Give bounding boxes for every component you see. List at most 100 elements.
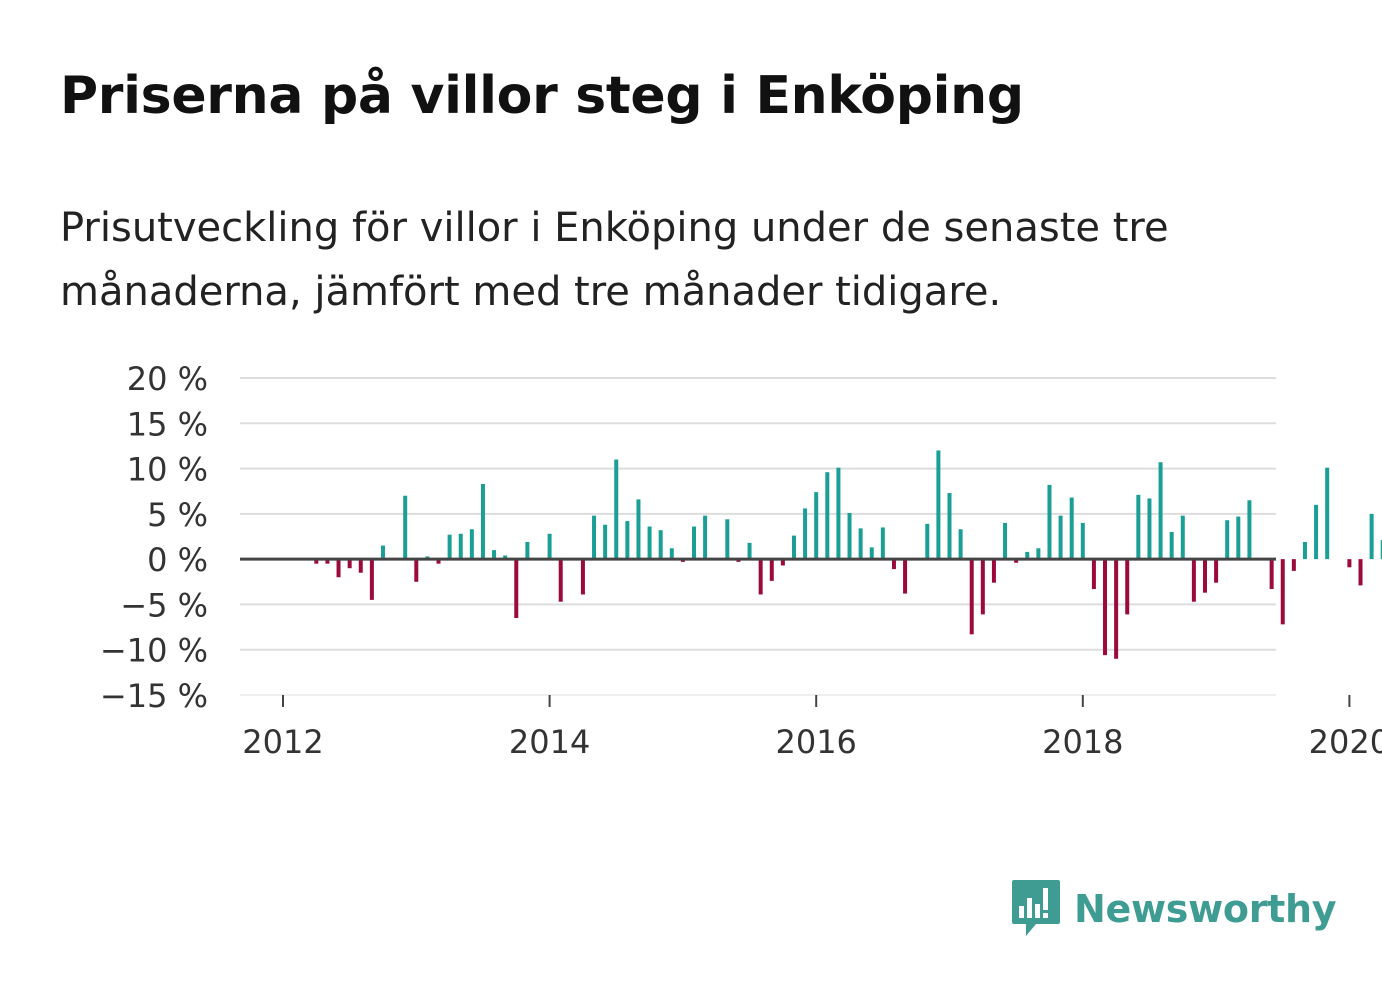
bar	[803, 508, 808, 560]
bar	[469, 529, 474, 560]
bar	[725, 519, 730, 560]
bar	[1380, 540, 1382, 560]
x-tick-label: 2020	[1309, 723, 1382, 761]
bar	[1291, 559, 1296, 571]
bar	[336, 559, 341, 578]
bar	[503, 555, 508, 560]
bar	[1269, 559, 1274, 590]
x-tick-label: 2016	[775, 723, 856, 761]
bar	[703, 515, 708, 560]
bar	[903, 559, 908, 594]
bar	[447, 534, 452, 560]
bar	[825, 472, 830, 560]
bar	[1014, 559, 1019, 563]
bar	[347, 559, 352, 569]
brand-name: Newsworthy	[1074, 887, 1337, 931]
y-axis-tick-labels: 20 % 15 % 10 % 5 % 0 % −5 % −10 % −15 %	[100, 360, 208, 715]
bar	[436, 559, 441, 564]
bar	[403, 495, 408, 560]
bar	[791, 535, 796, 560]
bar	[1003, 522, 1008, 560]
bar	[325, 559, 330, 564]
bar	[1136, 494, 1141, 560]
bar	[1047, 484, 1052, 560]
bar	[880, 527, 885, 560]
bar	[580, 559, 585, 595]
bar	[1369, 513, 1374, 560]
bar	[969, 559, 974, 635]
bar	[991, 559, 996, 583]
x-axis: 20122014201620182020202220242026	[242, 695, 1382, 761]
bar	[658, 530, 663, 560]
bar	[1247, 500, 1252, 560]
y-tick-label: 15 %	[127, 405, 208, 443]
bar	[1314, 504, 1319, 560]
bar	[1191, 559, 1196, 602]
bar	[1202, 559, 1207, 593]
bar	[958, 529, 963, 560]
bar	[947, 493, 952, 560]
bar	[1114, 559, 1119, 659]
bar	[314, 559, 319, 564]
bar	[1125, 559, 1130, 615]
bar	[1302, 541, 1307, 560]
y-tick-label: 10 %	[127, 451, 208, 489]
y-tick-label: 20 %	[127, 360, 208, 398]
bar	[380, 545, 385, 560]
bar	[369, 559, 374, 600]
bar	[625, 521, 630, 560]
bar	[1280, 559, 1285, 625]
bar	[980, 559, 985, 615]
bar	[891, 559, 896, 570]
bar	[547, 533, 552, 560]
bar	[669, 548, 674, 560]
bar	[769, 559, 774, 581]
bar	[1225, 520, 1230, 560]
bar	[869, 547, 874, 560]
bar	[925, 523, 930, 560]
bar	[1169, 531, 1174, 560]
bar	[1058, 515, 1063, 560]
bar	[1347, 559, 1352, 568]
y-tick-label: 0 %	[147, 541, 208, 579]
y-tick-label: −15 %	[100, 677, 208, 715]
y-tick-label: −5 %	[120, 586, 208, 624]
x-tick-label: 2012	[242, 723, 323, 761]
x-tick-label: 2018	[1042, 723, 1123, 761]
bar	[1180, 515, 1185, 560]
newsworthy-logo-icon	[1012, 880, 1060, 936]
bar	[1147, 498, 1152, 560]
bar	[758, 559, 763, 595]
bar	[836, 467, 841, 560]
bar	[480, 483, 485, 560]
bar	[636, 499, 641, 560]
bar	[1091, 559, 1096, 590]
y-tick-label: −10 %	[100, 632, 208, 670]
brand: Newsworthy	[1010, 878, 1337, 940]
grid-lines	[240, 377, 1276, 696]
bar	[1236, 516, 1241, 560]
bar	[1103, 559, 1108, 656]
bar	[1358, 559, 1363, 586]
bar	[458, 533, 463, 560]
bar	[525, 541, 530, 560]
bar	[1025, 551, 1030, 560]
bar	[814, 492, 819, 560]
bar	[558, 559, 563, 602]
bar	[592, 515, 597, 560]
bar	[514, 559, 519, 619]
bar	[1080, 522, 1085, 560]
bar	[780, 559, 785, 566]
bar	[414, 559, 419, 582]
chart-subtitle: Prisutveckling för villor i Enköping und…	[60, 205, 1169, 315]
bar	[1069, 497, 1074, 560]
bar	[936, 450, 941, 560]
bar	[603, 524, 608, 560]
bar	[358, 559, 363, 573]
y-tick-label: 5 %	[147, 496, 208, 534]
bar	[858, 528, 863, 560]
bar	[1158, 462, 1163, 560]
bar	[1214, 559, 1219, 583]
x-tick-label: 2014	[509, 723, 590, 761]
bar	[747, 542, 752, 560]
